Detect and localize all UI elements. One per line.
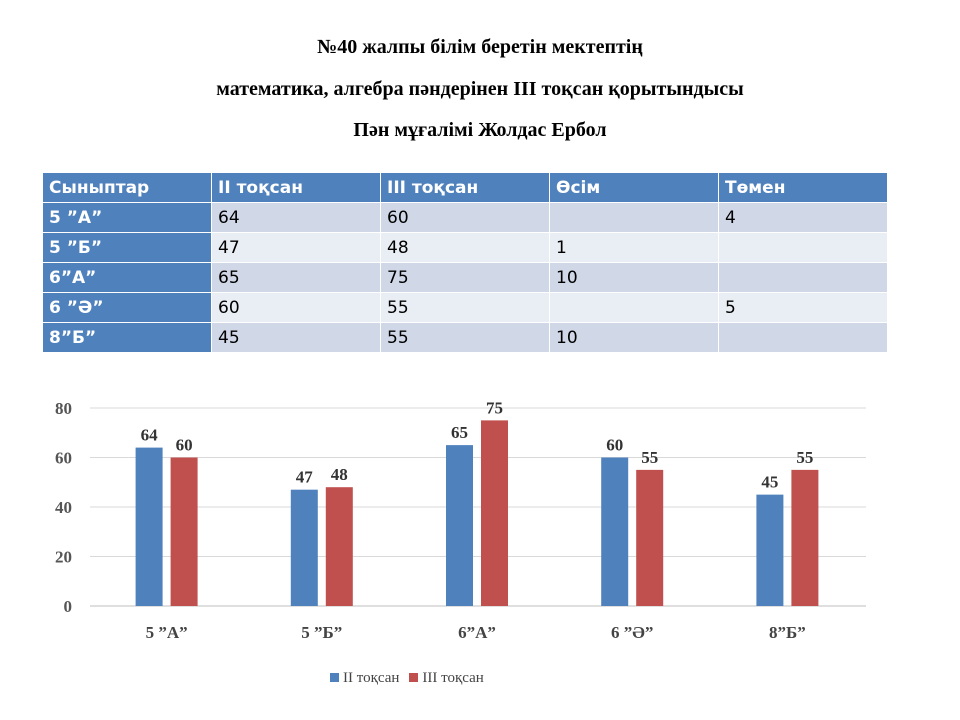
table-cell: 1 [549, 232, 719, 263]
table-cell: 10 [549, 262, 719, 293]
header-cell: Өсім [549, 172, 719, 203]
y-tick-label: 20 [55, 548, 72, 567]
table-row: 8”Б” 45 55 10 [42, 322, 888, 353]
table-cell: 5 ”А” [42, 202, 212, 233]
y-tick-label: 0 [64, 597, 73, 616]
legend-swatch [330, 673, 339, 682]
x-tick-label: 5 ”А” [146, 623, 188, 642]
legend-label: II тоқсан [343, 670, 400, 686]
table-cell: 8”Б” [42, 322, 212, 353]
data-label: 45 [761, 473, 778, 492]
bar [636, 469, 664, 606]
bar [325, 487, 353, 606]
table-header: Сыныптар II тоқсан III тоқсан Өсім Төмен [42, 172, 888, 203]
table-cell: 4 [718, 202, 888, 233]
table-cell: 6 ”Ә” [42, 292, 212, 323]
bar [481, 420, 508, 606]
table-cell: 47 [211, 232, 381, 263]
table-cell [718, 262, 888, 293]
x-tick-label: 5 ”Б” [301, 623, 342, 642]
data-label: 47 [296, 468, 314, 487]
table-cell [718, 322, 888, 353]
data-label: 48 [331, 465, 348, 484]
x-tick-label: 8”Б” [769, 623, 806, 642]
results-table: Сыныптар II тоқсан III тоқсан Өсім Төмен… [42, 172, 888, 353]
legend: II тоқсан III тоқсан [330, 670, 484, 687]
title-line-3: Пән мұғалімі Жолдас Ербол [353, 119, 607, 141]
bar [601, 457, 629, 606]
table-cell: 75 [380, 262, 550, 293]
header-cell: II тоқсан [211, 172, 381, 203]
header-cell: III тоқсан [380, 172, 550, 203]
table-cell [549, 202, 719, 233]
data-label: 55 [796, 448, 813, 467]
header-cell: Сыныптар [42, 172, 212, 203]
table-cell: 60 [380, 202, 550, 233]
table-row: 5 ”А” 64 60 4 [42, 202, 888, 233]
table-cell: 5 [718, 292, 888, 323]
data-label: 65 [451, 423, 468, 442]
data-label: 75 [486, 398, 503, 417]
table-cell: 5 ”Б” [42, 232, 212, 263]
table-cell: 55 [380, 322, 550, 353]
x-tick-label: 6 ”Ә” [611, 623, 653, 642]
legend-item: II тоқсан [330, 670, 399, 687]
legend-label: III тоқсан [422, 670, 484, 686]
y-tick-label: 80 [55, 399, 72, 418]
x-tick-label: 6”А” [458, 623, 496, 642]
bar [446, 445, 473, 606]
table-cell: 45 [211, 322, 381, 353]
table-row: 5 ”Б” 47 48 1 [42, 232, 888, 263]
title-line-1: №40 жалпы білім беретін мектептің [317, 36, 643, 58]
table-cell: 10 [549, 322, 719, 353]
bar [135, 447, 163, 606]
bar [290, 489, 318, 606]
y-tick-label: 40 [55, 498, 72, 517]
title-line-2: математика, алгебра пәндерінен III тоқса… [216, 78, 744, 100]
data-label: 60 [176, 436, 193, 455]
table-cell: 64 [211, 202, 381, 233]
legend-swatch [409, 673, 419, 682]
table-cell [718, 232, 888, 263]
bar [791, 469, 819, 606]
data-label: 55 [641, 448, 658, 467]
data-label: 64 [141, 426, 159, 445]
data-label: 60 [606, 436, 623, 455]
y-tick-label: 60 [55, 449, 72, 468]
table-cell: 48 [380, 232, 550, 263]
table-cell: 55 [380, 292, 550, 323]
legend-item: III тоқсан [409, 670, 484, 687]
table-row: 6 ”Ә” 60 55 5 [42, 292, 888, 323]
bar [756, 494, 784, 606]
table-cell: 65 [211, 262, 381, 293]
table-cell [549, 292, 719, 323]
bar [170, 457, 198, 606]
